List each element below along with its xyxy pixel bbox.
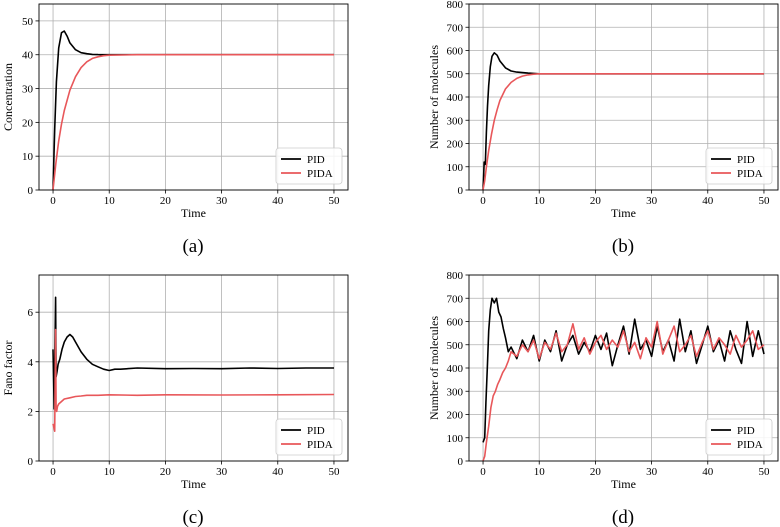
chart-b-xtick-label-1: 10 — [534, 195, 546, 207]
chart-d-panel-label: (d) — [612, 507, 634, 527]
chart-b-xtick-label-0: 0 — [480, 195, 486, 207]
chart-a-legend-label-pid: PID — [307, 154, 325, 166]
chart-b-legend-box — [705, 147, 773, 185]
chart-a-ytick-label-0: 0 — [28, 185, 34, 197]
chart-b-series-pida — [482, 73, 764, 191]
chart-c-xtick-label-3: 30 — [216, 466, 228, 478]
chart-b-ytick-label-3: 300 — [447, 115, 464, 127]
chart-a-xtick-label-2: 20 — [160, 195, 172, 207]
chart-c-ytick-label-3: 6 — [28, 307, 34, 319]
chart-b-xtick-label-5: 50 — [758, 195, 770, 207]
chart-d-xtick-label-0: 0 — [480, 466, 486, 478]
chart-d-xtick-label-4: 40 — [702, 466, 714, 478]
chart-b-panel-label: (b) — [612, 236, 634, 257]
chart-c-xtick-label-2: 20 — [160, 466, 172, 478]
chart-b-ytick-label-8: 800 — [447, 0, 464, 11]
chart-b-ytick-label-6: 600 — [447, 46, 464, 58]
chart-c-xtick-label-5: 50 — [328, 466, 340, 478]
chart-b-ytick-label-5: 500 — [447, 69, 464, 81]
chart-c-ytick-label-2: 4 — [28, 357, 34, 369]
chart-a-xtick-label-5: 50 — [328, 195, 340, 207]
chart-b-ytick-label-4: 400 — [447, 92, 464, 104]
chart-d-xtick-label-1: 10 — [534, 466, 546, 478]
chart-c-xtick-label-0: 0 — [50, 466, 56, 478]
chart-d-ytick-label-0: 0 — [458, 456, 464, 468]
chart-a-series-pida — [52, 53, 334, 191]
chart-c-xtick-label-1: 10 — [104, 466, 116, 478]
chart-c-legend-label-pida: PIDA — [307, 439, 333, 451]
chart-a-xtick-label-4: 40 — [272, 195, 284, 207]
chart-d-ytick-label-1: 100 — [447, 433, 464, 445]
chart-c-series-pid — [52, 296, 334, 410]
chart-a-ytick-label-4: 40 — [22, 50, 34, 62]
chart-d-xtick-label-2: 20 — [590, 466, 602, 478]
chart-c-frame — [38, 274, 349, 462]
chart-c-xtick-label-4: 40 — [272, 466, 284, 478]
panel-a: 0 10 20 30 40 50 0 10 20 30 40 50 Time Concentration P… — [1, 3, 349, 257]
panel-d: 0 10 20 30 40 500100200300400500600700800Time… — [427, 270, 779, 527]
chart-b-xtick-label-3: 30 — [646, 195, 658, 207]
chart-a-ytick-label-2: 20 — [22, 117, 34, 129]
chart-a-ytick-label-1: 10 — [22, 151, 34, 163]
chart-b-legend-label-pida: PIDA — [737, 168, 763, 180]
chart-b-ytick-label-0: 0 — [458, 185, 464, 197]
chart-c-ytick-label-0: 0 — [28, 456, 34, 468]
chart-d-ytick-label-6: 600 — [447, 317, 464, 329]
chart-d-xtick-label-3: 30 — [646, 466, 658, 478]
chart-d-xtick-label-5: 50 — [758, 466, 770, 478]
chart-c-legend-box — [275, 418, 343, 456]
chart-b-ytick-label-7: 700 — [447, 22, 464, 34]
chart-b-xlabel: Time — [611, 206, 636, 220]
chart-b-legend-label-pid: PID — [737, 154, 755, 166]
chart-a-legend-label-pida: PIDA — [307, 168, 333, 180]
chart-a-xlabel: Time — [181, 206, 206, 220]
chart-a-ytick-label-3: 30 — [22, 84, 34, 96]
chart-d-ytick-label-5: 500 — [447, 340, 464, 352]
chart-d-legend-label-pid: PID — [737, 425, 755, 437]
chart-a-xtick-label-1: 10 — [104, 195, 116, 207]
chart-b-xtick-label-4: 40 — [702, 195, 714, 207]
chart-a-frame — [38, 3, 349, 191]
chart-a-ylabel: Concentration — [1, 63, 15, 131]
chart-c-legend-label-pid: PID — [307, 425, 325, 437]
chart-d-ytick-label-4: 400 — [447, 363, 464, 375]
chart-d-series-pid — [482, 297, 765, 443]
chart-d-ytick-label-7: 700 — [447, 293, 464, 305]
chart-a-xtick-label-3: 30 — [216, 195, 228, 207]
panel-b: 0 10 20 30 40 500100200300400500600700800Time… — [427, 0, 779, 257]
chart-d-series-pida — [482, 320, 765, 462]
chart-a-ytick-label-5: 50 — [22, 16, 34, 28]
chart-d-ylabel: Number of molecules — [427, 316, 441, 420]
chart-a-panel-label: (a) — [182, 236, 203, 257]
chart-a-legend-box — [275, 147, 343, 185]
chart-d-ytick-label-3: 300 — [447, 386, 464, 398]
chart-b-xtick-label-2: 20 — [590, 195, 602, 207]
panel-c: 0 10 20 30 40 50 0 2 4 6 Time Fano factor PID PIDA (c) — [1, 274, 349, 527]
chart-c-xlabel: Time — [181, 477, 206, 491]
chart-d-legend-label-pida: PIDA — [737, 439, 763, 451]
chart-c-series-pida — [52, 328, 335, 432]
chart-d-ytick-label-8: 800 — [447, 270, 464, 282]
chart-b-ytick-label-1: 100 — [447, 162, 464, 174]
chart-c-ylabel: Fano factor — [1, 341, 15, 396]
chart-b-ylabel: Number of molecules — [427, 45, 441, 149]
chart-d-ytick-label-2: 200 — [447, 410, 464, 422]
chart-d-legend-box — [705, 418, 773, 456]
chart-b-ytick-label-2: 200 — [447, 139, 464, 151]
chart-d-xlabel: Time — [611, 477, 636, 491]
chart-c-panel-label: (c) — [182, 507, 203, 527]
chart-a-xtick-label-0: 0 — [50, 195, 56, 207]
chart-c-ytick-label-1: 2 — [28, 406, 34, 418]
